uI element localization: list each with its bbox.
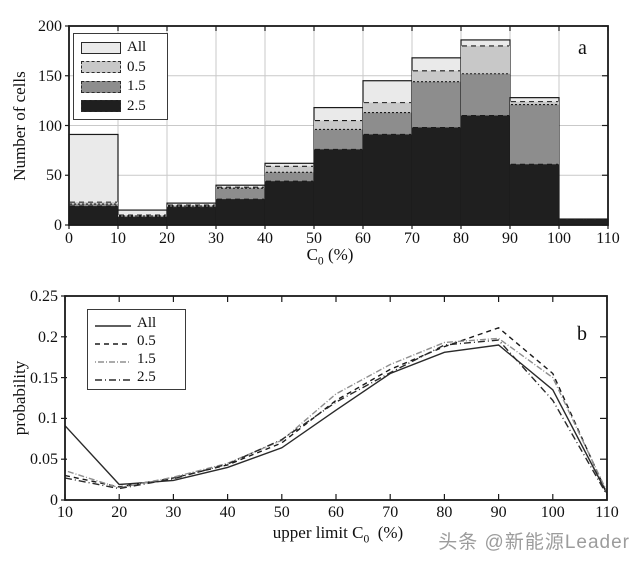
y-tick-label: 150 xyxy=(38,67,62,85)
y-tick-label: 0 xyxy=(50,492,58,509)
y-tick-label: 0.2 xyxy=(38,328,58,346)
series-line-1.5 xyxy=(64,337,608,493)
y-tick-label: 0.15 xyxy=(30,369,58,387)
histogram-y-axis-label: Number of cells xyxy=(10,71,29,181)
bar-segment-2.5 xyxy=(559,219,608,225)
bar-segment-2.5 xyxy=(412,127,461,225)
legend-label: 2.5 xyxy=(137,368,156,385)
legend-label: 1.5 xyxy=(127,78,146,95)
plot-border xyxy=(68,25,609,226)
x-tick-label: 40 xyxy=(219,504,236,521)
probability-x-axis-label: upper limit C0 (%) xyxy=(272,523,404,546)
bar-segment-2.5 xyxy=(510,164,559,225)
x-tick-label: 20 xyxy=(111,504,128,521)
legend-label: 0.5 xyxy=(137,332,156,349)
legend-swatch-all xyxy=(81,41,121,54)
bar-segment-2.5 xyxy=(216,199,265,225)
x-tick-label: 40 xyxy=(257,230,273,247)
legend-item-all: All xyxy=(95,314,179,332)
x-tick-label: 30 xyxy=(208,230,224,247)
bar-segment-2.5 xyxy=(118,217,167,225)
panel-label-a: a xyxy=(578,37,587,59)
x-tick-label: 0 xyxy=(65,230,73,247)
x-tick-label: 50 xyxy=(273,504,290,521)
x-tick-label: 50 xyxy=(306,230,322,247)
probability-y-axis-label: probability xyxy=(10,360,29,436)
bar-segment-2.5 xyxy=(265,181,314,225)
legend-item-2-5: 2.5 xyxy=(95,368,179,386)
legend-label: All xyxy=(137,314,157,331)
legend-item-1-5: 1.5 xyxy=(95,350,179,368)
legend-line-0-5 xyxy=(95,336,131,346)
legend-label: 2.5 xyxy=(127,97,146,114)
legend-item-all: All xyxy=(81,39,161,57)
legend-swatch-0-5 xyxy=(81,61,121,74)
y-tick-label: 200 xyxy=(38,18,62,35)
x-tick-label: 100 xyxy=(540,504,565,521)
legend-item-0-5: 0.5 xyxy=(81,58,161,76)
x-tick-label: 60 xyxy=(328,504,344,521)
legend-line-all xyxy=(95,318,131,328)
legend-line-sample xyxy=(95,343,131,345)
bar-segment-2.5 xyxy=(69,206,118,225)
y-tick-label: 50 xyxy=(46,167,62,185)
legend-line-sample xyxy=(95,379,131,381)
legend-item-1-5: 1.5 xyxy=(81,78,161,96)
legend-line-1-5 xyxy=(95,354,131,364)
legend-label: 1.5 xyxy=(137,350,156,367)
x-tick-label: 70 xyxy=(382,504,399,521)
watermark: 头条 @新能源Leader xyxy=(438,532,630,553)
x-tick-label: 80 xyxy=(436,504,453,521)
x-tick-label: 10 xyxy=(110,230,126,247)
series-line-2.5 xyxy=(64,339,608,496)
x-tick-label: 100 xyxy=(547,230,571,247)
y-tick-label: 100 xyxy=(38,117,62,135)
histogram-x-axis-label: C0 (%) xyxy=(306,245,354,268)
legend-item-2-5: 2.5 xyxy=(81,97,161,115)
probability-plot-area xyxy=(61,295,608,501)
legend-swatch-1-5 xyxy=(81,80,121,93)
bar-segment-2.5 xyxy=(461,115,510,225)
y-tick-label: 0 xyxy=(54,217,62,234)
x-tick-label: 110 xyxy=(596,230,620,247)
bar-segment-2.5 xyxy=(314,149,363,225)
plot-border xyxy=(64,295,608,501)
x-tick-label: 60 xyxy=(355,230,371,247)
x-tick-label: 20 xyxy=(159,230,175,247)
histogram-plot-area xyxy=(65,25,609,229)
legend-line-sample xyxy=(95,361,131,363)
legend-swatch-2-5 xyxy=(81,100,121,113)
x-tick-label: 30 xyxy=(165,504,182,521)
x-tick-label: 80 xyxy=(453,230,469,247)
y-tick-label: 0.1 xyxy=(38,410,58,428)
x-tick-label: 90 xyxy=(502,230,518,247)
legend-label: 0.5 xyxy=(127,58,146,75)
legend-item-0-5: 0.5 xyxy=(95,332,179,350)
y-tick-label: 0.05 xyxy=(30,451,58,469)
x-tick-label: 110 xyxy=(595,504,619,521)
y-tick-label: 0.25 xyxy=(30,288,58,305)
legend-label: All xyxy=(127,39,147,56)
x-tick-label: 70 xyxy=(404,230,420,247)
x-tick-label: 10 xyxy=(57,504,73,521)
legend-line-2-5 xyxy=(95,372,131,382)
bar-segment-2.5 xyxy=(167,207,216,225)
histogram-legend: All 0.5 1.5 2.5 xyxy=(73,33,168,120)
panel-label-b: b xyxy=(577,323,587,345)
bar-segment-2.5 xyxy=(363,134,412,225)
legend-line-sample xyxy=(95,325,131,327)
probability-legend: All 0.5 1.5 2.5 xyxy=(87,309,186,390)
x-tick-label: 90 xyxy=(490,504,507,521)
